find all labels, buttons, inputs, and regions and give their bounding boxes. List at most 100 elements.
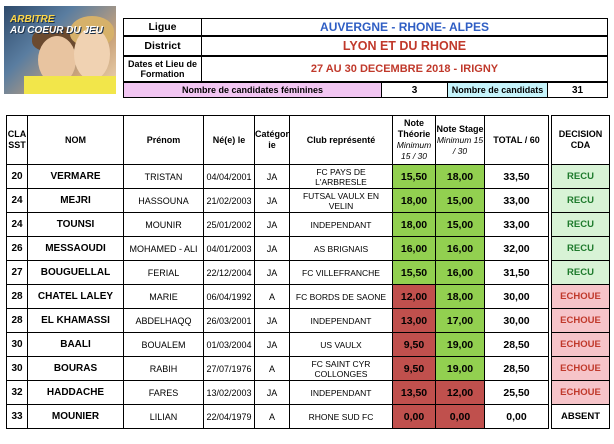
table-row: 30 BAALI BOUALEM 01/03/2004 JA US VAULX 9,50 19…	[6, 332, 549, 357]
col-header-class: CLA SST	[6, 115, 28, 165]
table-row: 27 BOUGUELLAL FERIAL 22/12/2004 JA FC VILLEFR…	[6, 260, 549, 285]
decision-cell: ECHOUE	[551, 284, 610, 309]
prenom-cell: LILIAN	[123, 404, 204, 429]
decision-row: ABSENT	[551, 404, 610, 429]
table-row: 24 MEJRI HASSOUNA 21/02/2003 JA FUTSAL VAULX …	[6, 188, 549, 213]
stage-note-cell: 18,00	[435, 284, 485, 309]
decision-row: ECHOUE	[551, 332, 610, 357]
class-cell: 33	[6, 404, 28, 429]
decision-cell: RECU	[551, 236, 610, 261]
total-cell: 32,00	[484, 236, 549, 261]
decision-cell: ECHOUE	[551, 308, 610, 333]
theory-note-cell: 18,00	[392, 212, 436, 237]
stage-note-cell: 16,00	[435, 260, 485, 285]
category-cell: JA	[254, 236, 290, 261]
col-header-theory: Note Théorie Minimum 15 / 30	[392, 115, 436, 165]
table-row: 28 CHATEL LALEY MARIE 06/04/1992 A FC BORDS D…	[6, 284, 549, 309]
stage-title: Note Stage	[436, 123, 484, 134]
category-cell: JA	[254, 164, 290, 189]
theory-note-cell: 9,50	[392, 332, 436, 357]
prenom-cell: TRISTAN	[123, 164, 204, 189]
category-cell: JA	[254, 212, 290, 237]
class-cell: 20	[6, 164, 28, 189]
logo-text-line1: ARBITRE	[10, 14, 55, 25]
prenom-cell: FARES	[123, 380, 204, 405]
nom-cell: BAALI	[27, 332, 124, 357]
class-cell: 24	[6, 212, 28, 237]
col-header-nom: NOM	[27, 115, 124, 165]
stage-note-cell: 0,00	[435, 404, 485, 429]
prenom-cell: BOUALEM	[123, 332, 204, 357]
theory-title: Note Théorie	[397, 118, 431, 139]
theory-minimum: Minimum 15 / 30	[396, 140, 432, 161]
results-table: CLA SST NOM Prénom Né(e) le Catégor ie C…	[6, 115, 549, 429]
stage-note-cell: 16,00	[435, 236, 485, 261]
total-cell: 30,00	[484, 308, 549, 333]
female-candidates-value: 3	[382, 82, 448, 98]
table-row: 24 TOUNSI MOUNIR 25/01/2002 JA INDEPENDANT 18,…	[6, 212, 549, 237]
decision-cell: ABSENT	[551, 404, 610, 429]
total-cell: 25,50	[484, 380, 549, 405]
club-cell: FUTSAL VAULX EN VELIN	[289, 188, 393, 213]
theory-note-cell: 15,50	[392, 164, 436, 189]
col-header-decision: DECISION CDA	[551, 115, 610, 165]
decision-row: RECU	[551, 188, 610, 213]
stage-note-cell: 18,00	[435, 164, 485, 189]
birthdate-cell: 04/04/2001	[203, 164, 255, 189]
total-candidates-value: 31	[548, 82, 608, 98]
theory-note-cell: 13,50	[392, 380, 436, 405]
theory-note-cell: 0,00	[392, 404, 436, 429]
theory-note-cell: 16,00	[392, 236, 436, 261]
decision-row: ECHOUE	[551, 308, 610, 333]
decision-row: RECU	[551, 260, 610, 285]
class-cell: 28	[6, 284, 28, 309]
category-cell: A	[254, 404, 290, 429]
birthdate-cell: 01/03/2004	[203, 332, 255, 357]
col-header-total: TOTAL / 60	[484, 115, 549, 165]
club-cell: US VAULX	[289, 332, 393, 357]
table-header-row: CLA SST NOM Prénom Né(e) le Catégor ie C…	[6, 115, 549, 165]
col-header-club: Club représenté	[289, 115, 393, 165]
class-cell: 30	[6, 332, 28, 357]
category-cell: JA	[254, 260, 290, 285]
stage-note-cell: 19,00	[435, 356, 485, 381]
stage-note-cell: 15,00	[435, 188, 485, 213]
category-cell: JA	[254, 308, 290, 333]
total-cell: 30,00	[484, 284, 549, 309]
nom-cell: TOUNSI	[27, 212, 124, 237]
decision-row: ECHOUE	[551, 356, 610, 381]
theory-note-cell: 12,00	[392, 284, 436, 309]
header-info-table: Ligue AUVERGNE - RHONE- ALPES District L…	[123, 18, 608, 98]
club-cell: FC SAINT CYR COLLONGES	[289, 356, 393, 381]
dates-label: Dates et Lieu de Formation	[123, 56, 202, 82]
club-cell: INDEPENDANT	[289, 212, 393, 237]
club-cell: INDEPENDANT	[289, 308, 393, 333]
stage-note-cell: 17,00	[435, 308, 485, 333]
stage-note-cell: 15,00	[435, 212, 485, 237]
decision-cell: ECHOUE	[551, 332, 610, 357]
class-cell: 27	[6, 260, 28, 285]
col-header-birthdate: Né(e) le	[203, 115, 255, 165]
stage-note-cell: 19,00	[435, 332, 485, 357]
birthdate-cell: 22/12/2004	[203, 260, 255, 285]
prenom-cell: HASSOUNA	[123, 188, 204, 213]
nom-cell: CHATEL LALEY	[27, 284, 124, 309]
total-cell: 33,00	[484, 212, 549, 237]
class-cell: 24	[6, 188, 28, 213]
club-cell: RHONE SUD FC	[289, 404, 393, 429]
theory-note-cell: 13,00	[392, 308, 436, 333]
category-cell: JA	[254, 188, 290, 213]
decision-cell: ECHOUE	[551, 356, 610, 381]
birthdate-cell: 21/02/2003	[203, 188, 255, 213]
prenom-cell: MARIE	[123, 284, 204, 309]
ligue-label: Ligue	[123, 18, 202, 36]
nom-cell: HADDACHE	[27, 380, 124, 405]
theory-note-cell: 9,50	[392, 356, 436, 381]
logo-shirt	[24, 76, 116, 94]
total-cell: 31,50	[484, 260, 549, 285]
club-cell: AS BRIGNAIS	[289, 236, 393, 261]
table-row: 30 BOURAS RABIH 27/07/1976 A FC SAINT CYR COL…	[6, 356, 549, 381]
theory-note-cell: 15,50	[392, 260, 436, 285]
class-cell: 30	[6, 356, 28, 381]
logo-face-right	[74, 28, 110, 80]
